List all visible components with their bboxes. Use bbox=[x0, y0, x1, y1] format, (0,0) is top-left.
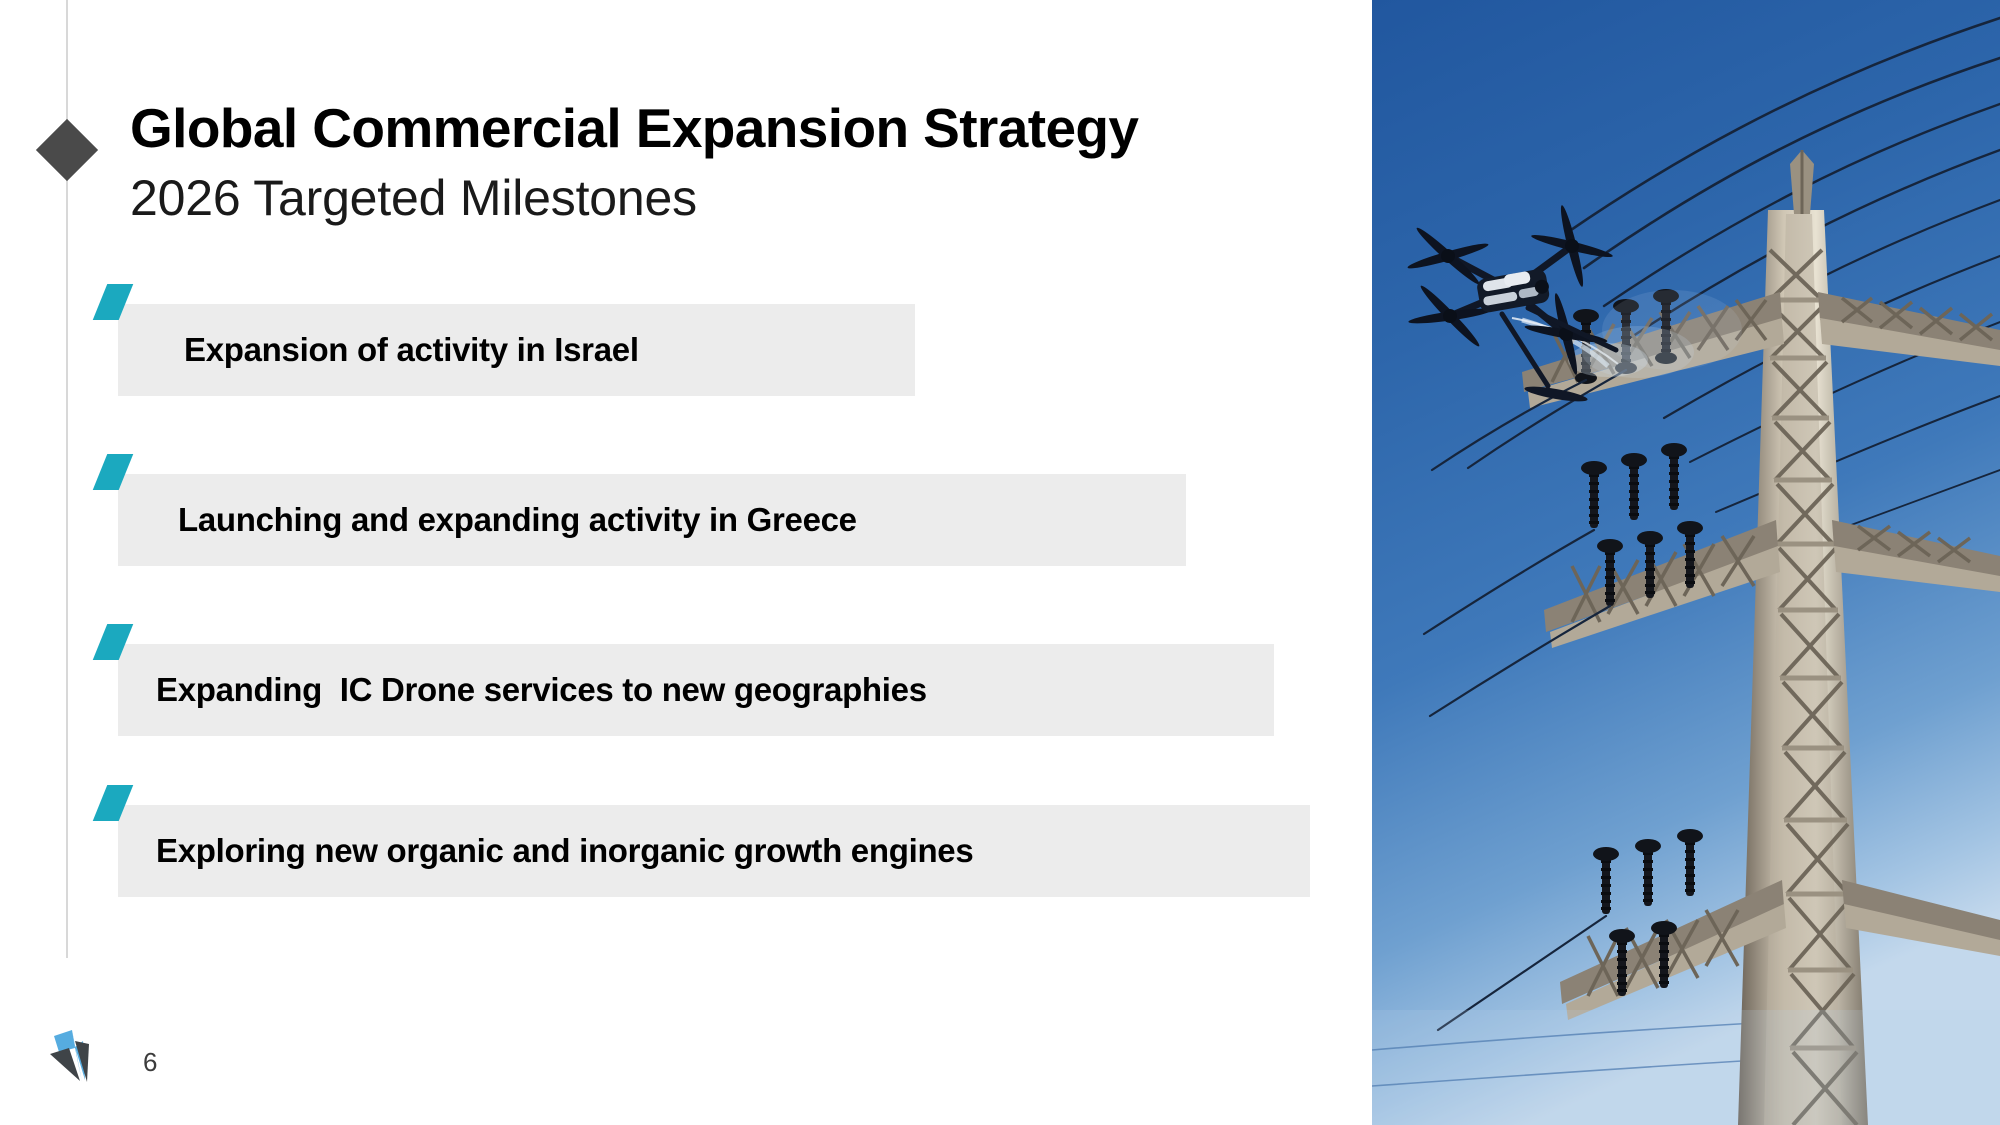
list-item: Expansion of activity in Israel bbox=[92, 284, 915, 396]
company-logo-icon bbox=[42, 1010, 114, 1086]
slide-subtitle: 2026 Targeted Milestones bbox=[130, 170, 697, 226]
slide-title: Global Commercial Expansion Strategy bbox=[130, 97, 1139, 159]
milestone-bar-background bbox=[118, 304, 915, 396]
milestone-list: Expansion of activity in Israel Launchin… bbox=[92, 284, 1310, 897]
milestone-bar-background bbox=[118, 474, 1186, 566]
milestone-label: Expanding IC Drone services to new geogr… bbox=[156, 671, 927, 708]
list-item: Exploring new organic and inorganic grow… bbox=[92, 785, 1310, 897]
list-item: Launching and expanding activity in Gree… bbox=[92, 454, 1186, 566]
page-number: 6 bbox=[143, 1047, 158, 1077]
milestone-label: Expansion of activity in Israel bbox=[184, 331, 639, 368]
slide-photo-drone-power-line bbox=[1372, 0, 2000, 1125]
milestone-bar-background bbox=[118, 644, 1274, 736]
milestone-label: Exploring new organic and inorganic grow… bbox=[156, 832, 974, 869]
vertical-rule-divider bbox=[66, 0, 68, 958]
slide-content-column: Global Commercial Expansion Strategy 202… bbox=[35, 0, 1310, 1086]
list-item: Expanding IC Drone services to new geogr… bbox=[92, 624, 1274, 736]
milestone-bar-background bbox=[118, 805, 1310, 897]
milestone-label: Launching and expanding activity in Gree… bbox=[178, 501, 857, 538]
